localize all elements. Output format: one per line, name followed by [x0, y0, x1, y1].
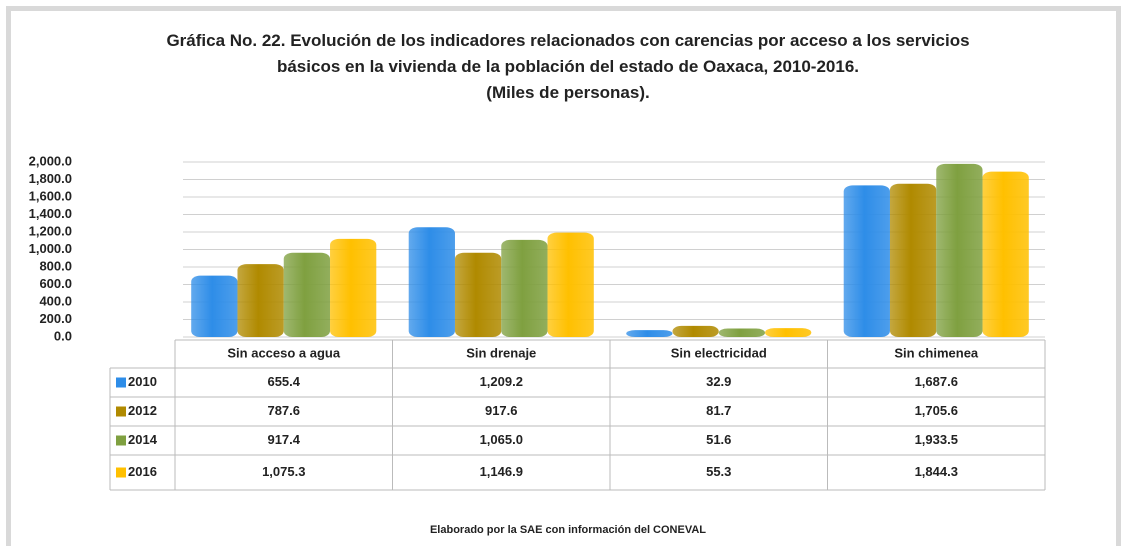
x-tick-label: Sin chimenea	[894, 345, 979, 360]
y-tick-label: 1,200.0	[29, 223, 72, 238]
data-label: 55.3	[706, 464, 731, 479]
legend-swatch	[116, 377, 126, 388]
y-tick-label: 1,400.0	[29, 206, 72, 221]
bar	[765, 328, 812, 337]
legend-label: 2012	[128, 403, 157, 418]
y-tick-label: 1,600.0	[29, 188, 72, 203]
y-tick-label: 1,800.0	[29, 171, 72, 186]
data-label: 32.9	[706, 374, 731, 389]
data-label: 1,065.0	[480, 432, 523, 447]
legend-swatch	[116, 435, 126, 446]
data-label: 81.7	[706, 403, 731, 418]
bar	[718, 328, 766, 337]
bar	[237, 264, 284, 337]
legend-swatch	[116, 467, 126, 478]
legend-swatch	[116, 406, 126, 417]
data-label: 51.6	[706, 432, 731, 447]
data-label: 787.6	[267, 403, 300, 418]
data-label: 1,933.5	[915, 432, 958, 447]
legend-label: 2016	[128, 464, 157, 479]
data-label: 1,209.2	[480, 374, 523, 389]
bar	[454, 252, 502, 337]
legend-label: 2014	[128, 432, 158, 447]
bar	[672, 325, 719, 337]
x-tick-label: Sin drenaje	[466, 345, 536, 360]
bar	[283, 252, 331, 337]
bar	[626, 330, 673, 337]
bar	[889, 183, 937, 337]
data-label: 655.4	[267, 374, 300, 389]
y-tick-label: 200.0	[39, 311, 72, 326]
data-label: 1,146.9	[480, 464, 523, 479]
data-label: 1,705.6	[915, 403, 958, 418]
bar	[408, 227, 455, 337]
data-label: 1,687.6	[915, 374, 958, 389]
y-tick-label: 0.0	[54, 328, 72, 343]
bar	[843, 185, 890, 337]
y-tick-label: 800.0	[39, 258, 72, 273]
y-tick-label: 600.0	[39, 276, 72, 291]
bar	[191, 275, 238, 337]
source-note: Elaborado por la SAE con información del…	[430, 524, 706, 536]
bar	[330, 238, 377, 337]
frame	[6, 6, 1121, 546]
bar	[982, 171, 1029, 337]
chart-title: Gráfica No. 22. Evolución de los indicad…	[166, 31, 970, 76]
data-label: 1,844.3	[915, 464, 958, 479]
y-tick-label: 1,000.0	[29, 241, 72, 256]
data-label: 917.4	[267, 432, 300, 447]
bar	[501, 239, 548, 337]
y-tick-label: 2,000.0	[29, 153, 72, 168]
data-label: 1,075.3	[262, 464, 305, 479]
x-tick-label: Sin electricidad	[671, 345, 767, 360]
bar	[936, 163, 983, 337]
x-tick-label: Sin acceso a agua	[227, 345, 340, 360]
data-label: 917.6	[485, 403, 518, 418]
y-tick-label: 400.0	[39, 293, 72, 308]
chart-subtitle: (Miles de personas).	[486, 83, 650, 102]
bar	[547, 232, 594, 337]
legend-label: 2010	[128, 374, 157, 389]
